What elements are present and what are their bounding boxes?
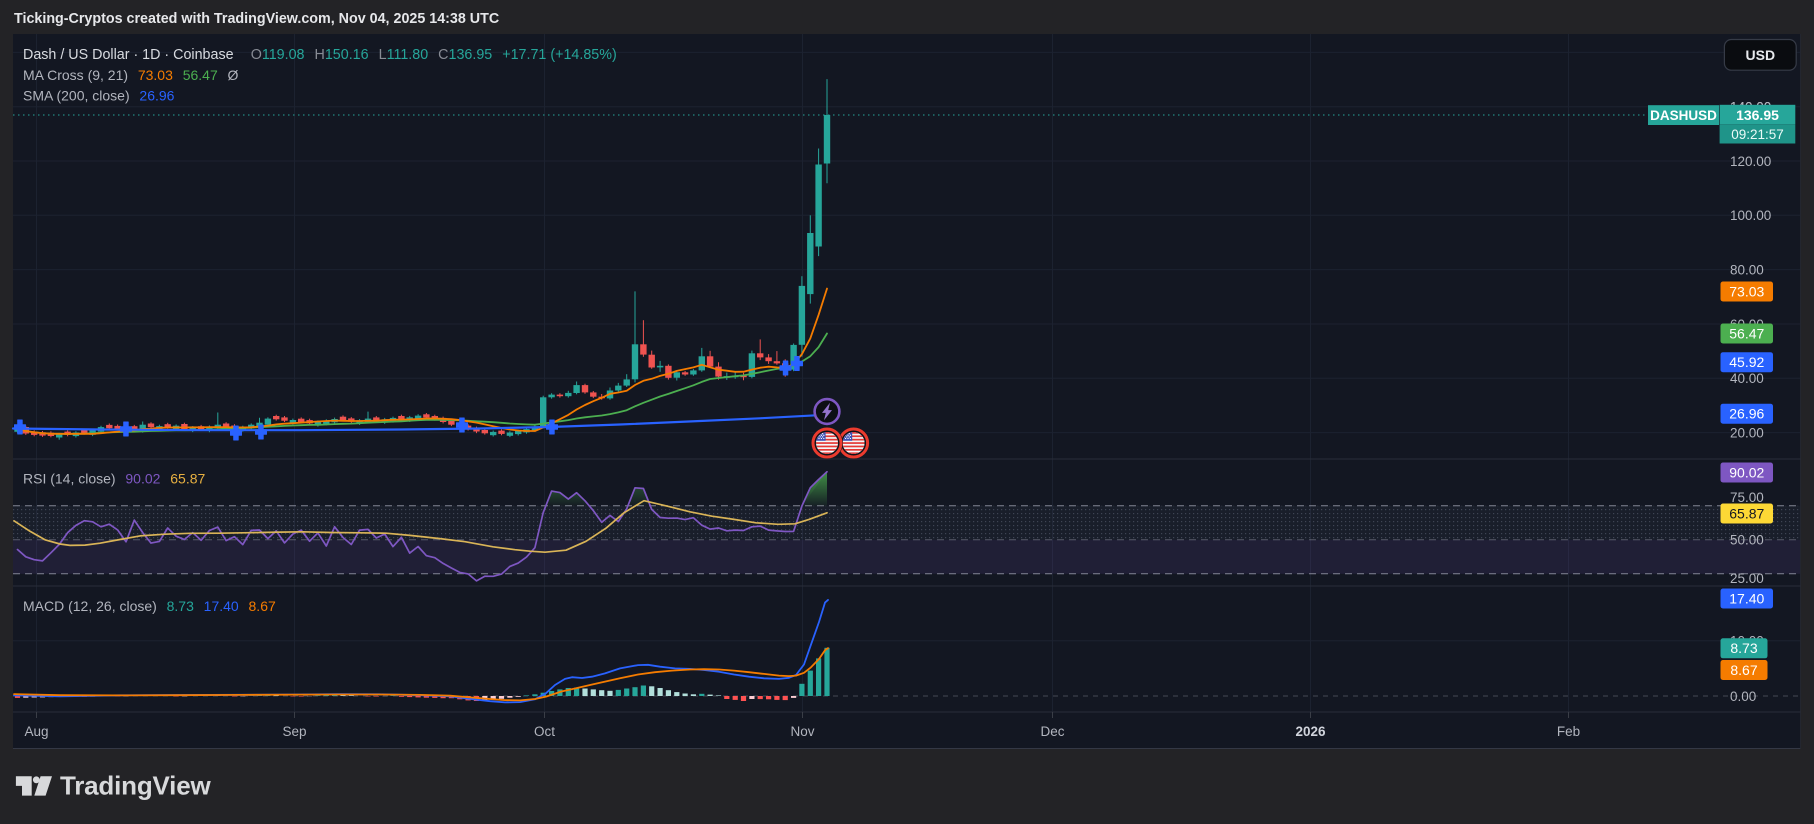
svg-text:Aug: Aug — [24, 724, 48, 739]
svg-text:26.96: 26.96 — [1729, 406, 1764, 422]
svg-text:2026: 2026 — [1295, 724, 1326, 739]
svg-text:Sep: Sep — [282, 724, 306, 739]
svg-text:TradingView: TradingView — [60, 771, 211, 801]
svg-text:09:21:57: 09:21:57 — [1731, 127, 1784, 142]
svg-text:73.03: 73.03 — [1729, 283, 1764, 299]
svg-text:100.00: 100.00 — [1730, 208, 1771, 223]
svg-text:SMA (200, close) 26.96: SMA (200, close) 26.96 — [23, 88, 175, 104]
svg-text:0.00: 0.00 — [1730, 689, 1756, 704]
svg-text:90.02: 90.02 — [1729, 464, 1764, 480]
svg-text:40.00: 40.00 — [1730, 371, 1764, 386]
svg-text:Dec: Dec — [1040, 724, 1064, 739]
svg-text:20.00: 20.00 — [1730, 425, 1764, 440]
svg-text:Dash / US Dollar · 1D · Coinba: Dash / US Dollar · 1D · Coinbase O119.08… — [23, 47, 617, 63]
svg-text:136.95: 136.95 — [1736, 107, 1779, 123]
svg-text:DASHUSD: DASHUSD — [1650, 108, 1717, 123]
svg-text:RSI (14, close) 90.02 65.87: RSI (14, close) 90.02 65.87 — [23, 471, 205, 487]
svg-text:56.47: 56.47 — [1729, 325, 1764, 341]
svg-text:50.00: 50.00 — [1730, 533, 1764, 548]
svg-text:Feb: Feb — [1557, 724, 1580, 739]
svg-text:65.87: 65.87 — [1729, 505, 1764, 521]
svg-text:8.67: 8.67 — [1730, 662, 1757, 678]
svg-text:USD: USD — [1746, 47, 1776, 63]
svg-text:MA Cross (9, 21) 73.03 56.47: MA Cross (9, 21) 73.03 56.47 Ø — [23, 67, 239, 83]
svg-text:120.00: 120.00 — [1730, 154, 1771, 169]
svg-text:17.40: 17.40 — [1729, 590, 1764, 606]
svg-text:80.00: 80.00 — [1730, 262, 1764, 277]
svg-text:25.00: 25.00 — [1730, 571, 1764, 586]
svg-text:75.00: 75.00 — [1730, 490, 1764, 505]
svg-text:Oct: Oct — [534, 724, 555, 739]
svg-text:Nov: Nov — [790, 724, 814, 739]
svg-text:45.92: 45.92 — [1729, 354, 1764, 370]
svg-text:Ticking-Cryptos created with T: Ticking-Cryptos created with TradingView… — [14, 11, 499, 27]
svg-text:MACD (12, 26, close) 8.73 17: MACD (12, 26, close) 8.73 17.40 8.67 — [23, 598, 276, 614]
svg-text:8.73: 8.73 — [1730, 640, 1757, 656]
